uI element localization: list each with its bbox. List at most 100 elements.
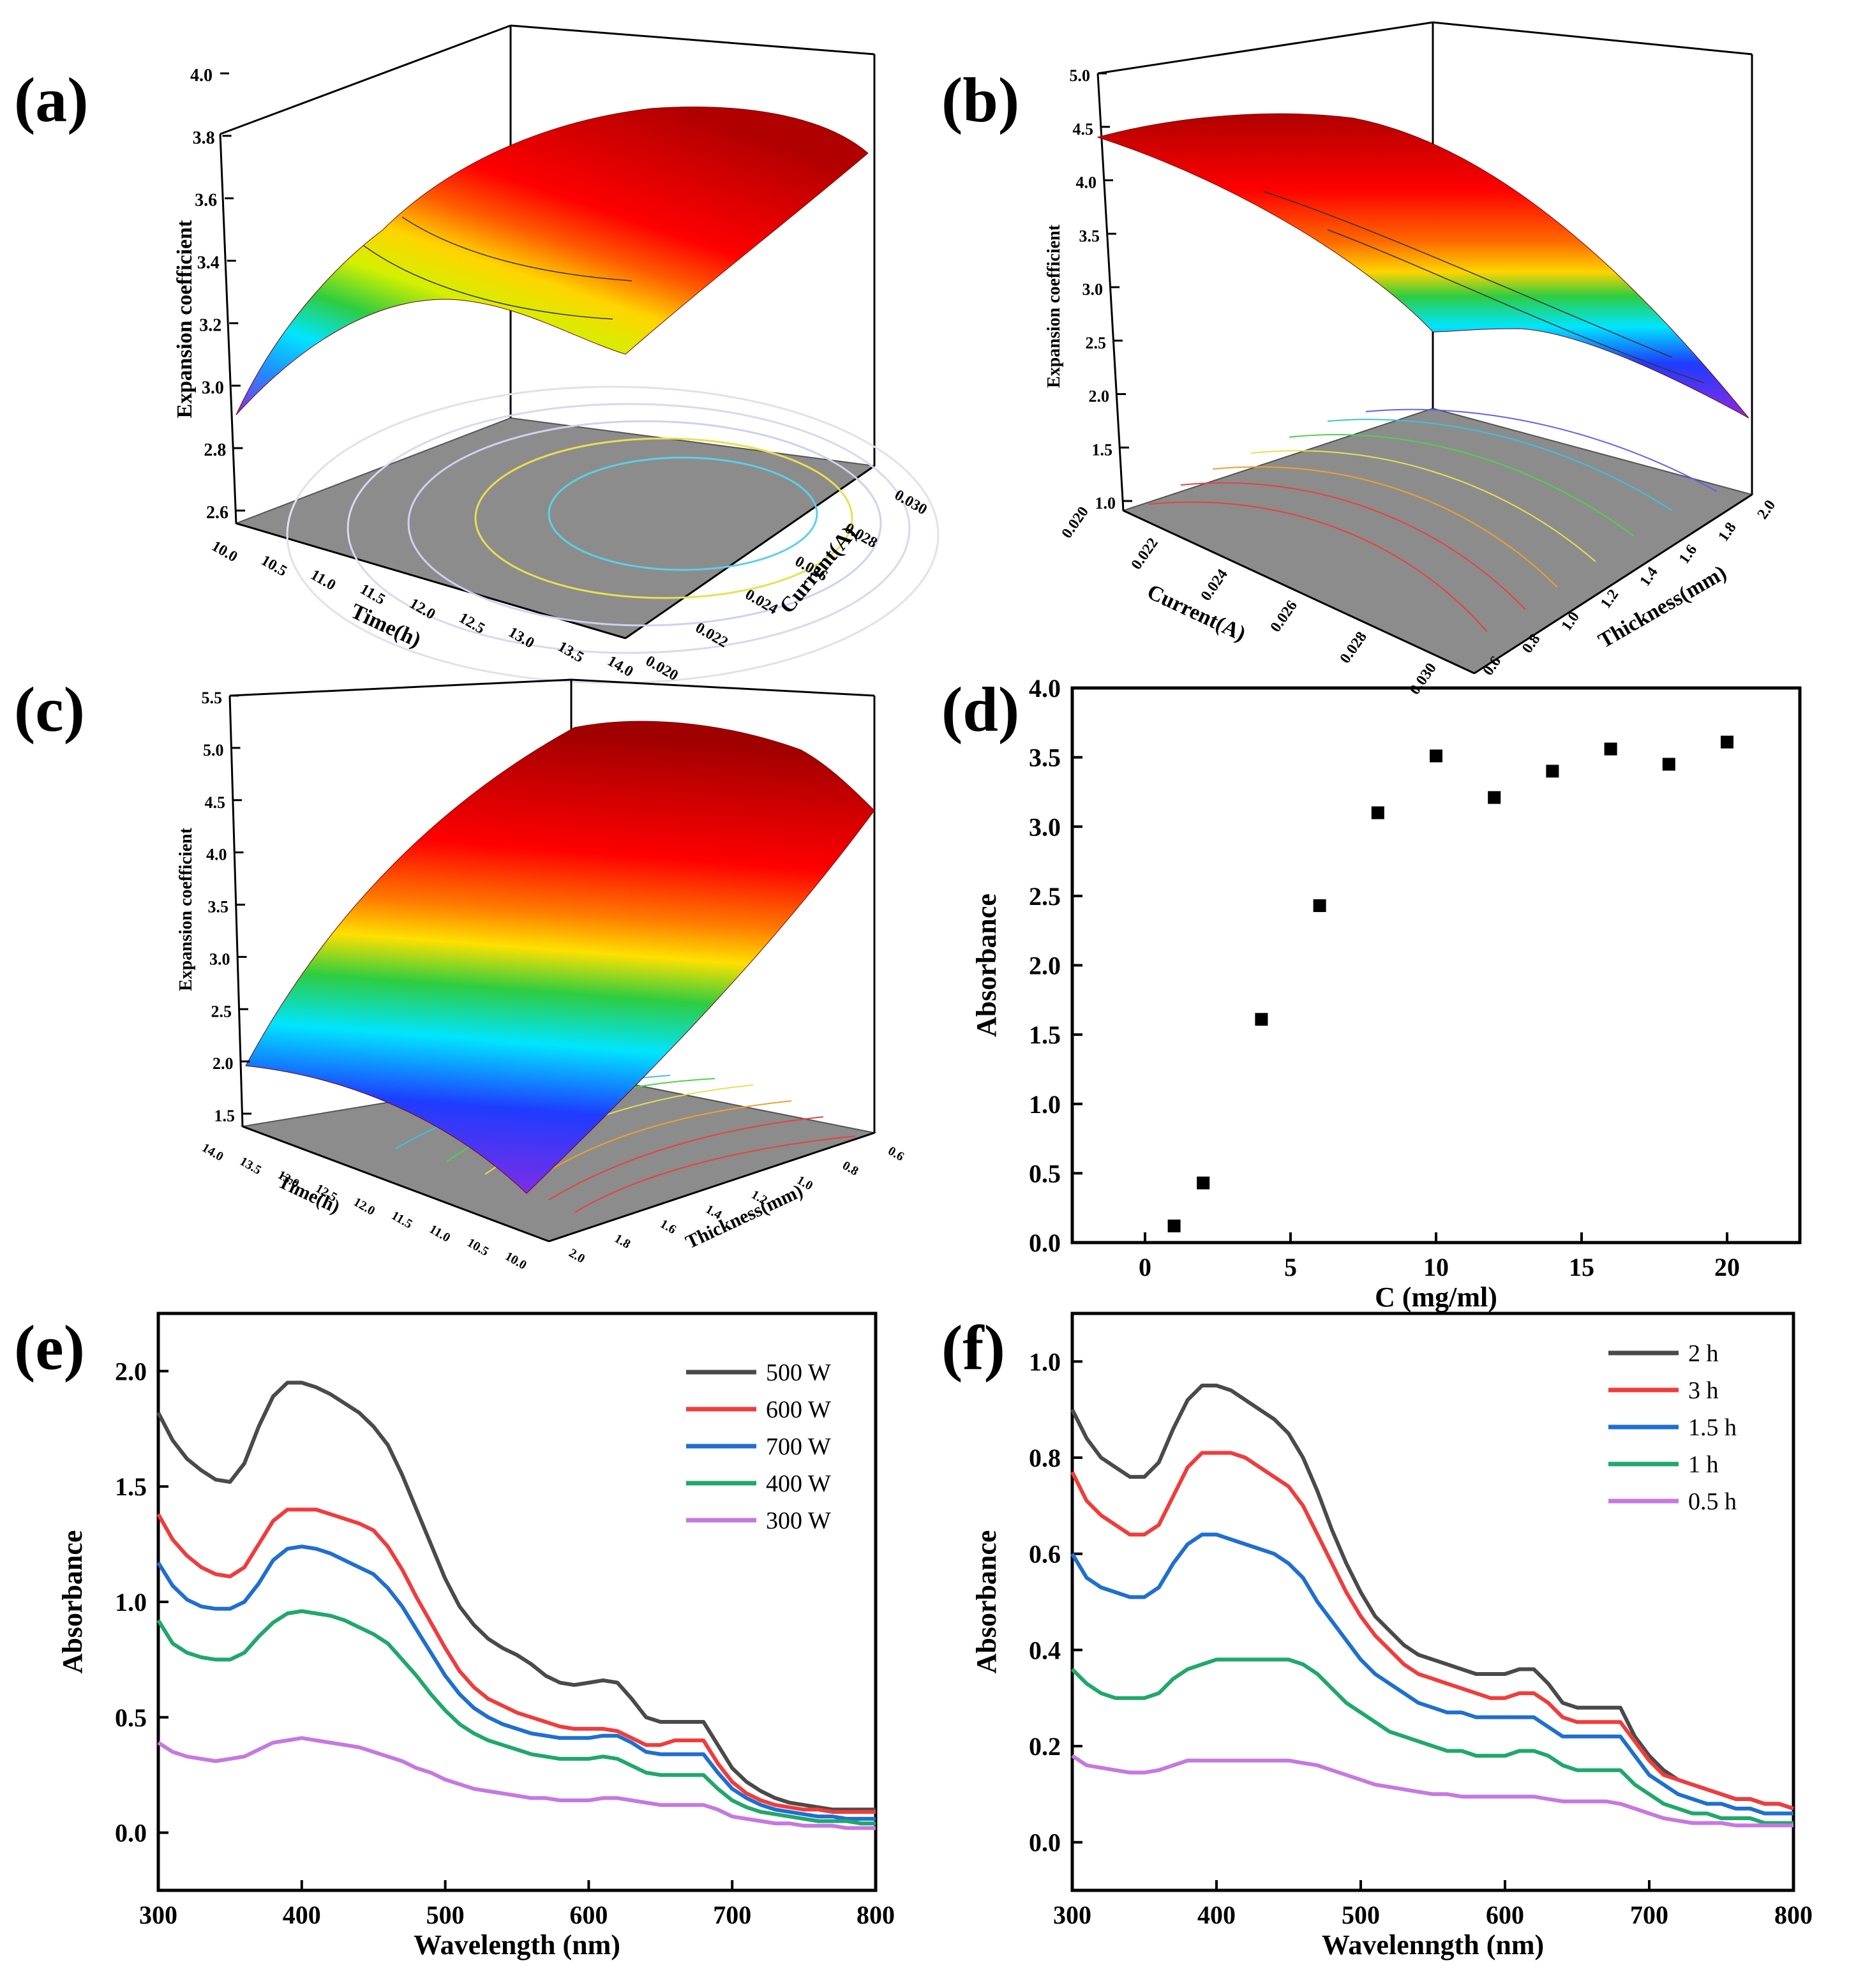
panel-c-x-tick-label: 10.5 bbox=[465, 1236, 491, 1259]
panel-b-z-tick-label: 3.5 bbox=[1079, 227, 1100, 245]
panel-e-y-tick-label: 2.0 bbox=[115, 1357, 147, 1386]
panel-a-z-tick-label: 2.6 bbox=[206, 503, 228, 523]
panel-a-surface bbox=[236, 107, 869, 415]
panel-b-z-tick-label: 5.0 bbox=[1070, 66, 1091, 85]
panel-f-y-tick-label: 0.2 bbox=[1029, 1732, 1061, 1761]
panel-d-y-tick-label: 2.5 bbox=[1029, 882, 1061, 911]
panel-c-z-tick-label: 4.5 bbox=[205, 793, 226, 812]
panel-b-y-tick-label: 1.6 bbox=[1676, 542, 1701, 567]
panel-c-z-tick-label: 3.5 bbox=[208, 898, 229, 916]
panel-e-series-line-3 bbox=[156, 1609, 876, 1826]
panel-f: 300 400 500 600 700 800 0.0 0.2 0.4 0.6 0.8 1.0 Wave… bbox=[971, 1312, 1813, 1961]
panel-b-3d-box bbox=[1097, 21, 1754, 675]
panel-f-x-tick-label: 300 bbox=[1053, 1901, 1091, 1929]
panel-c-z-tick-label: 4.0 bbox=[206, 846, 227, 864]
panel-f-x-tick-label: 500 bbox=[1342, 1901, 1380, 1929]
panel-d-data-point bbox=[1604, 742, 1617, 756]
panel-d-x-tick-label: 10 bbox=[1423, 1253, 1449, 1282]
panel-c-y-tick-label: 2.0 bbox=[567, 1246, 588, 1266]
panel-c-surface bbox=[245, 721, 875, 1194]
panel-d-plot-frame bbox=[1070, 686, 1802, 1244]
panel-f-series-line-1 bbox=[1070, 1451, 1794, 1811]
panel-label-a: (a) bbox=[14, 64, 89, 135]
panel-label-b: (b) bbox=[941, 64, 1019, 135]
panel-f-x-tick-label: 400 bbox=[1197, 1901, 1236, 1929]
panel-f-legend-label: 1.5 h bbox=[1688, 1414, 1737, 1441]
panel-c-z-tick-label: 3.0 bbox=[209, 950, 230, 968]
panel-b-z-tick-label: 4.5 bbox=[1073, 120, 1094, 138]
panel-a-z-tick-label: 3.6 bbox=[195, 191, 217, 211]
panel-b-y-tick-label: 1.8 bbox=[1715, 519, 1740, 544]
panel-e-series-line-4 bbox=[157, 1736, 876, 1830]
panel-e-y-tick-label: 0.0 bbox=[115, 1819, 147, 1848]
panel-f-plot-frame bbox=[1070, 1312, 1795, 1892]
panel-f-y-tick-label: 0.4 bbox=[1029, 1636, 1061, 1664]
panel-f-series-line-3 bbox=[1070, 1657, 1793, 1825]
panel-e-x-tick-label: 700 bbox=[713, 1901, 751, 1929]
panel-b-x-tick-label: 0.022 bbox=[1128, 535, 1162, 572]
panel-d-y-tick-label: 0.5 bbox=[1029, 1159, 1061, 1188]
panel-c: 1.52.02.53.03.54.04.55.05.514.013.513.01… bbox=[176, 678, 907, 1273]
panel-d-data-point bbox=[1662, 758, 1675, 771]
panel-b-x-tick-label: 0.020 bbox=[1059, 504, 1092, 541]
panel-d-y-tick-label: 2.0 bbox=[1029, 952, 1061, 980]
panel-c-z-tick-label: 2.0 bbox=[213, 1054, 234, 1073]
panel-e-legend-label: 600 W bbox=[766, 1396, 831, 1423]
panel-c-x-tick-label: 13.5 bbox=[237, 1155, 264, 1178]
panel-b-z-tick-label: 1.5 bbox=[1092, 440, 1113, 459]
panel-a-y-tick-label: 0.020 bbox=[643, 653, 681, 685]
panel-d-data-point bbox=[1721, 735, 1733, 749]
panel-c-y-tick-label: 0.8 bbox=[840, 1158, 861, 1179]
panel-c-x-axis-title: Time(h) bbox=[274, 1171, 343, 1218]
panel-f-legend-label: 3 h bbox=[1688, 1377, 1719, 1404]
panel-e-legend-label: 300 W bbox=[766, 1507, 831, 1534]
panel-d-x-tick-label: 15 bbox=[1569, 1253, 1594, 1282]
panel-d-y-axis-title: Absorbance bbox=[971, 893, 1002, 1037]
panel-a-y-tick-label: 0.024 bbox=[742, 587, 781, 618]
panel-b-x-tick-label: 0.024 bbox=[1198, 566, 1231, 604]
panel-b-z-tick-label: 2.0 bbox=[1089, 387, 1110, 406]
panel-e-x-tick-label: 300 bbox=[139, 1901, 177, 1929]
panel-e-x-tick-label: 400 bbox=[283, 1901, 321, 1929]
panel-f-y-axis-title: Absorbance bbox=[971, 1530, 1002, 1674]
panel-b-z-tick-label: 4.0 bbox=[1076, 174, 1097, 192]
panel-c-3d-box bbox=[228, 678, 877, 1243]
panel-e-series-line-0 bbox=[156, 1380, 876, 1812]
panel-d-y-tick-label: 4.0 bbox=[1029, 674, 1061, 703]
panel-a: 2.62.83.03.23.43.63.84.010.010.511.011.5… bbox=[173, 24, 939, 685]
panel-e-y-tick-label: 1.0 bbox=[115, 1588, 147, 1617]
panel-c-z-tick-label: 1.5 bbox=[214, 1107, 236, 1125]
panel-f-y-tick-label: 0.6 bbox=[1029, 1540, 1061, 1569]
panel-e-x-tick-label: 500 bbox=[426, 1901, 465, 1929]
panel-a-3d-box bbox=[219, 24, 939, 684]
panel-a-x-tick-label: 13.0 bbox=[505, 624, 537, 652]
panel-f-x-tick-label: 700 bbox=[1630, 1901, 1668, 1929]
panel-c-y-tick-label: 0.6 bbox=[886, 1144, 907, 1164]
panel-d-y-tick-label: 1.0 bbox=[1029, 1090, 1061, 1119]
panel-b-y-tick-label: 2.0 bbox=[1755, 497, 1779, 522]
panel-f-y-tick-label: 0.0 bbox=[1029, 1828, 1061, 1857]
panel-b-surface bbox=[1097, 113, 1749, 419]
panel-d-data-point bbox=[1197, 1176, 1210, 1190]
panel-e-legend-label: 400 W bbox=[766, 1470, 831, 1497]
panel-b-x-tick-label: 0.026 bbox=[1268, 597, 1301, 635]
panel-d-x-tick-label: 0 bbox=[1139, 1253, 1151, 1282]
panel-d-y-tick-label: 3.0 bbox=[1029, 812, 1061, 841]
panel-e-series-line-1 bbox=[156, 1507, 876, 1814]
panel-c-y-tick-label: 1.6 bbox=[657, 1217, 678, 1237]
panel-a-x-tick-label: 12.5 bbox=[456, 609, 488, 638]
panel-e-x-tick-label: 800 bbox=[857, 1901, 895, 1929]
panel-f-series-line-4 bbox=[1071, 1754, 1793, 1828]
panel-b-z-tick-label: 1.0 bbox=[1095, 494, 1116, 512]
panel-b: 1.0 1.5 2.0 2.5 3.0 3.5 4.0 4.5 5.0 0.020 0.022 0.0… bbox=[1044, 21, 1779, 698]
panel-c-z-tick-label: 5.0 bbox=[203, 741, 224, 759]
panel-c-x-tick-label: 10.0 bbox=[503, 1249, 529, 1273]
panel-label-f: (f) bbox=[941, 1312, 1005, 1383]
panel-b-contours bbox=[1148, 408, 1718, 632]
panel-a-x-tick-label: 14.0 bbox=[604, 653, 636, 681]
panel-d-data-point bbox=[1313, 899, 1326, 913]
panel-b-z-tick-label: 3.0 bbox=[1082, 280, 1104, 299]
panel-a-y-axis-title: Current(A) bbox=[775, 522, 862, 618]
panel-a-x-tick-label: 11.0 bbox=[308, 567, 338, 594]
